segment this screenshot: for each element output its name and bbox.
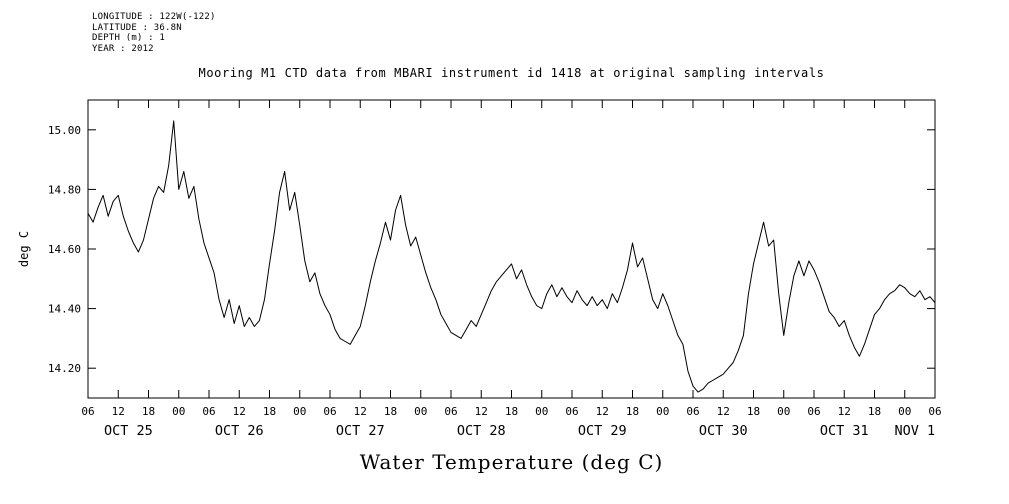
meta-depth: DEPTH (m) : 1	[92, 33, 166, 43]
x-tick-label: 06	[81, 405, 94, 418]
x-date-label: NOV 1	[895, 423, 936, 439]
x-date-label: OCT 25	[104, 423, 153, 439]
x-tick-label: 00	[777, 405, 790, 418]
plot-frame	[87, 99, 936, 399]
x-tick-label: 12	[233, 405, 246, 418]
x-tick-label: 00	[535, 405, 548, 418]
temperature-series-line	[87, 120, 936, 393]
x-tick-label: 00	[656, 405, 669, 418]
x-date-label: OCT 30	[699, 423, 748, 439]
meta-longitude: LONGITUDE : 122W(-122)	[92, 12, 216, 22]
x-axis-title: Water Temperature (deg C)	[359, 450, 664, 474]
x-tick-label: 18	[868, 405, 881, 418]
x-tick-label: 12	[475, 405, 488, 418]
x-tick-label: 18	[142, 405, 155, 418]
x-date-label: OCT 29	[578, 423, 627, 439]
x-tick-label: 12	[112, 405, 125, 418]
x-tick-label: 00	[172, 405, 185, 418]
x-tick-label: 12	[838, 405, 851, 418]
x-tick-label: 00	[414, 405, 427, 418]
x-tick-label: 06	[565, 405, 578, 418]
x-tick-label: 06	[807, 405, 820, 418]
x-tick-label: 12	[717, 405, 730, 418]
x-date-label: OCT 31	[820, 423, 869, 439]
chart-title: Mooring M1 CTD data from MBARI instrumen…	[198, 66, 825, 80]
x-tick-label: 06	[323, 405, 336, 418]
x-date-label: OCT 27	[336, 423, 385, 439]
x-date-label: OCT 28	[457, 423, 506, 439]
x-tick-label: 06	[928, 405, 941, 418]
x-tick-label: 18	[747, 405, 760, 418]
y-tick-label: 14.40	[48, 303, 81, 316]
x-date-label: OCT 26	[215, 423, 264, 439]
x-tick-label: 00	[293, 405, 306, 418]
x-tick-label: 18	[626, 405, 639, 418]
metadata-block: LONGITUDE : 122W(-122) LATITUDE : 36.8N …	[92, 12, 216, 54]
x-tick-label: 06	[686, 405, 699, 418]
x-tick-label: 12	[354, 405, 367, 418]
meta-latitude: LATITUDE : 36.8N	[92, 22, 182, 33]
x-tick-label: 18	[263, 405, 276, 418]
x-tick-label: 18	[505, 405, 518, 418]
y-tick-label: 14.20	[48, 362, 81, 375]
y-tick-label: 14.80	[48, 183, 81, 196]
x-tick-label: 00	[898, 405, 911, 418]
meta-year: YEAR : 2012	[92, 43, 154, 54]
y-tick-label: 14.60	[48, 243, 81, 256]
x-tick-label: 06	[202, 405, 215, 418]
x-tick-label: 06	[444, 405, 457, 418]
x-tick-label: 18	[384, 405, 397, 418]
x-tick-label: 12	[596, 405, 609, 418]
y-tick-label: 15.00	[48, 124, 81, 137]
